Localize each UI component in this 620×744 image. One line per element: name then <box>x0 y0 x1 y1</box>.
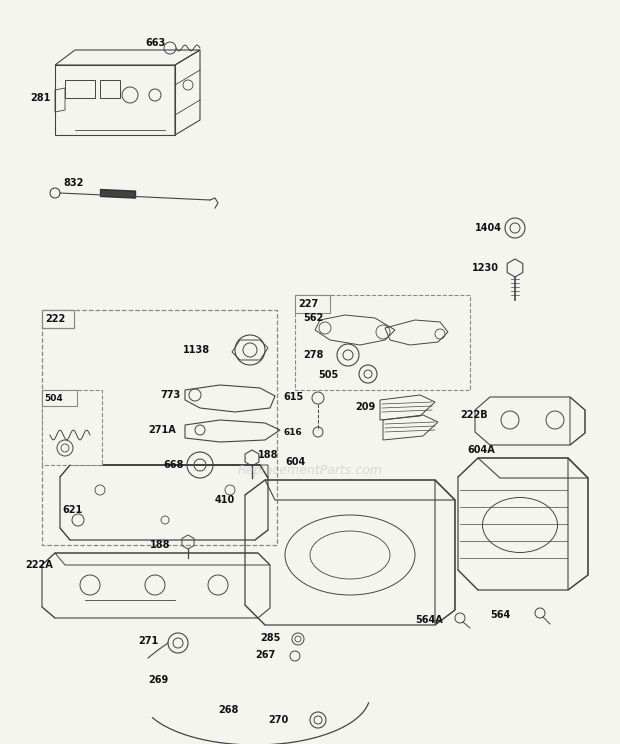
Text: 285: 285 <box>260 633 280 643</box>
Text: 1404: 1404 <box>475 223 502 233</box>
Text: 505: 505 <box>318 370 339 380</box>
Text: 227: 227 <box>298 299 318 309</box>
Text: 562: 562 <box>303 313 323 323</box>
Bar <box>65 80 95 98</box>
Text: 564: 564 <box>490 610 510 620</box>
Bar <box>42 390 102 465</box>
Text: 188: 188 <box>150 540 170 550</box>
Text: 604A: 604A <box>467 445 495 455</box>
Text: 270: 270 <box>268 715 288 725</box>
Bar <box>42 310 74 328</box>
Text: 410: 410 <box>215 495 235 505</box>
Text: 615: 615 <box>283 392 303 402</box>
Text: 832: 832 <box>63 178 83 188</box>
Text: 222B: 222B <box>460 410 487 420</box>
Text: 222A: 222A <box>25 560 53 570</box>
Text: 268: 268 <box>218 705 238 715</box>
Text: 209: 209 <box>355 402 375 412</box>
Text: 663: 663 <box>145 38 166 48</box>
Text: 188: 188 <box>258 450 278 460</box>
Bar <box>42 390 77 406</box>
Text: 271A: 271A <box>148 425 175 435</box>
Text: 278: 278 <box>303 350 324 360</box>
Text: 504: 504 <box>44 394 63 403</box>
Text: 1138: 1138 <box>183 345 210 355</box>
Bar <box>100 80 120 98</box>
Text: ReplacementParts.com: ReplacementParts.com <box>237 464 383 476</box>
Text: 267: 267 <box>255 650 275 660</box>
Text: 616: 616 <box>283 428 302 437</box>
Text: 1230: 1230 <box>472 263 499 273</box>
Text: 222: 222 <box>45 314 65 324</box>
Text: 668: 668 <box>163 460 184 470</box>
Text: 773: 773 <box>160 390 180 400</box>
Bar <box>295 295 470 390</box>
Bar <box>42 310 277 545</box>
Text: 564A: 564A <box>415 615 443 625</box>
Text: 621: 621 <box>62 505 82 515</box>
Text: 269: 269 <box>148 675 168 685</box>
Bar <box>295 295 330 313</box>
Text: 271: 271 <box>138 636 158 646</box>
Text: 281: 281 <box>30 93 50 103</box>
Text: 604: 604 <box>285 457 305 467</box>
